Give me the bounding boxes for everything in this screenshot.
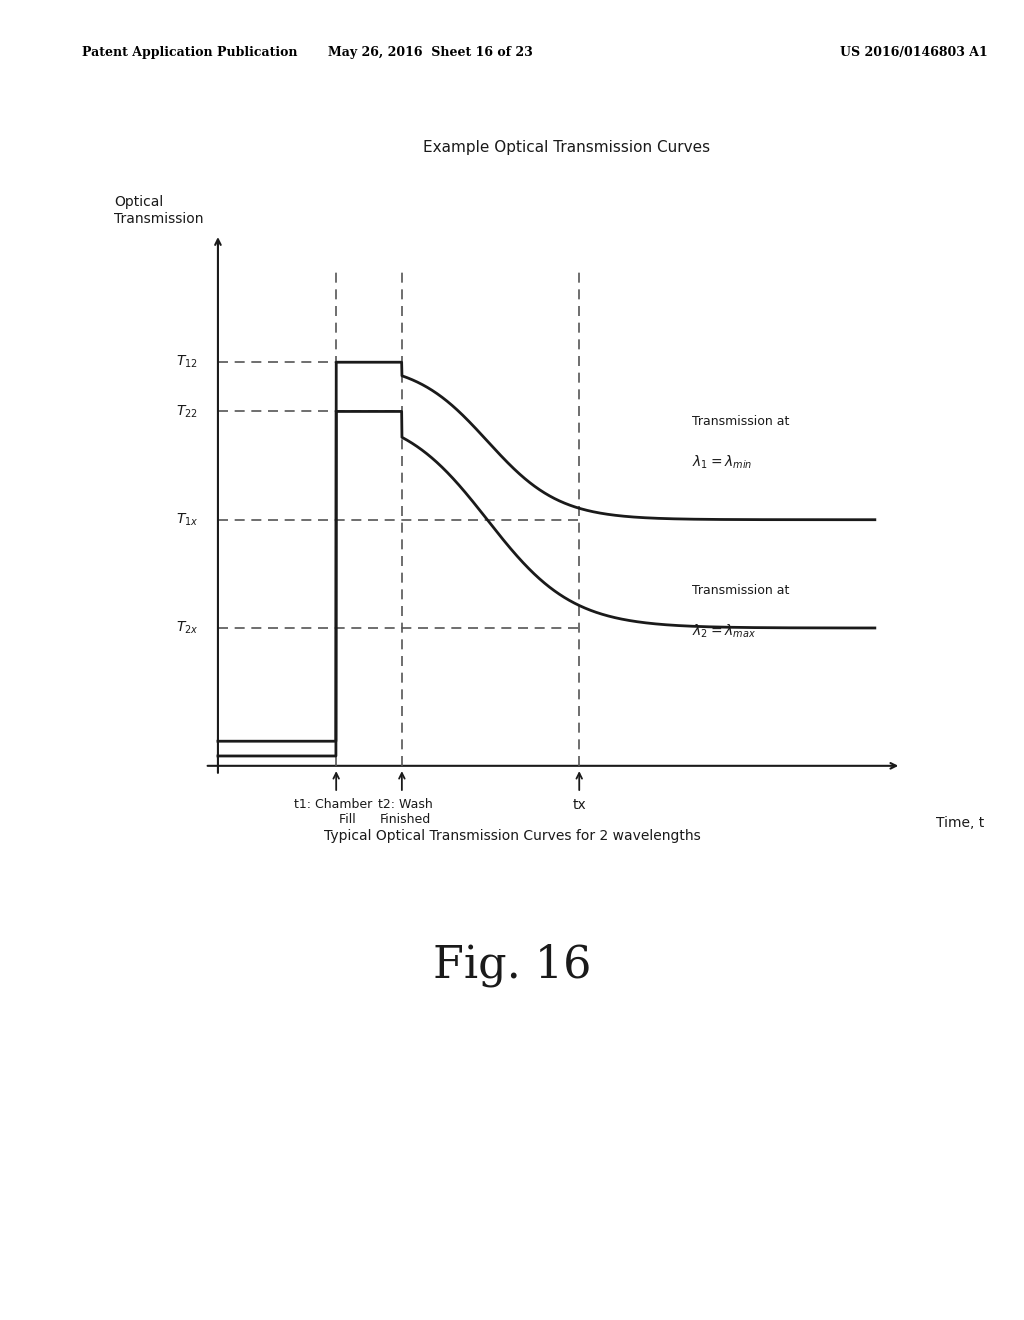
Text: $T_{2x}$: $T_{2x}$	[176, 620, 199, 636]
Text: Typical Optical Transmission Curves for 2 wavelengths: Typical Optical Transmission Curves for …	[324, 829, 700, 843]
Text: Patent Application Publication: Patent Application Publication	[82, 46, 297, 59]
Text: Optical
Transmission: Optical Transmission	[115, 195, 204, 226]
Text: Transmission at: Transmission at	[692, 583, 790, 597]
Text: t2: Wash
Finished: t2: Wash Finished	[378, 797, 432, 826]
Text: $\lambda_1 = \lambda_{min}$: $\lambda_1 = \lambda_{min}$	[692, 454, 753, 471]
Text: Example Optical Transmission Curves: Example Optical Transmission Curves	[423, 140, 711, 154]
Text: Fig. 16: Fig. 16	[433, 944, 591, 987]
Text: tx: tx	[572, 797, 586, 812]
Text: Transmission at: Transmission at	[692, 416, 790, 429]
Text: $T_{12}$: $T_{12}$	[176, 354, 199, 371]
Text: US 2016/0146803 A1: US 2016/0146803 A1	[840, 46, 987, 59]
Text: $\lambda_2 = \lambda_{max}$: $\lambda_2 = \lambda_{max}$	[692, 622, 756, 640]
Text: t1: Chamber
       Fill: t1: Chamber Fill	[294, 797, 372, 826]
Text: $T_{1x}$: $T_{1x}$	[176, 512, 199, 528]
Text: $T_{22}$: $T_{22}$	[176, 403, 199, 420]
Text: May 26, 2016  Sheet 16 of 23: May 26, 2016 Sheet 16 of 23	[328, 46, 532, 59]
Text: Time, t: Time, t	[936, 816, 984, 830]
